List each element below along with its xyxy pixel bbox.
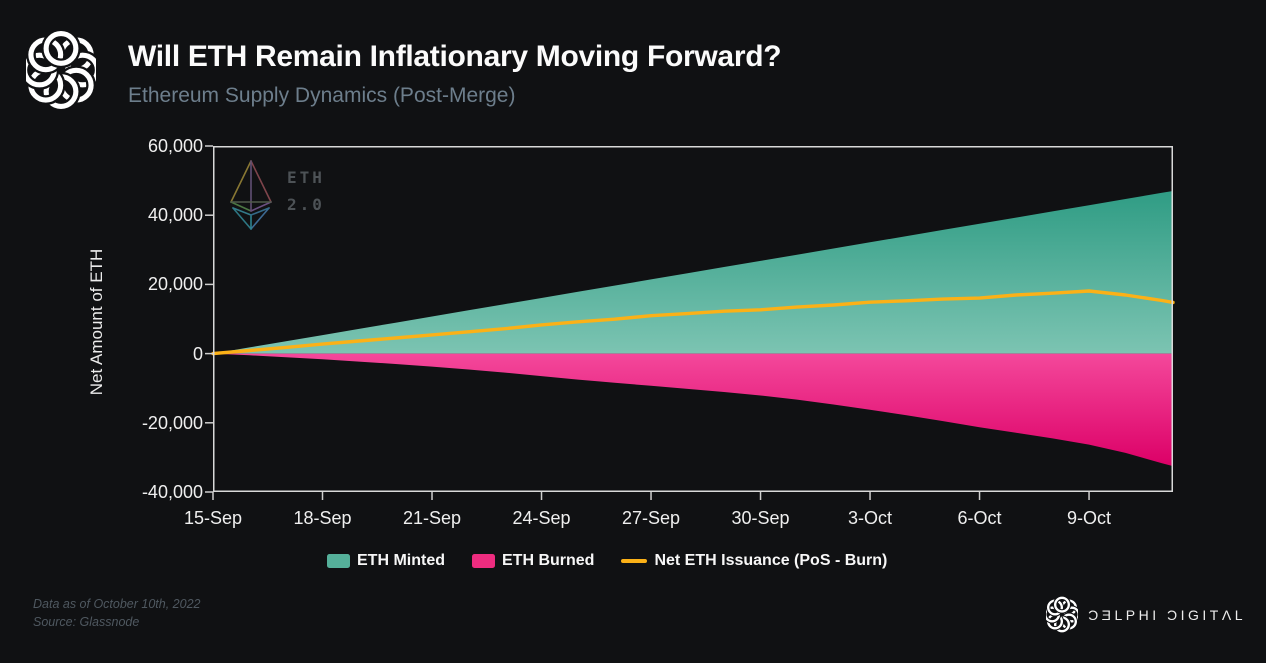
- y-tick-label: -40,000: [141, 482, 203, 502]
- legend-swatch-icon: [621, 558, 648, 564]
- eth2-diamond-icon: [230, 160, 272, 230]
- page-subtitle: Ethereum Supply Dynamics (Post-Merge): [128, 84, 516, 107]
- supply-dynamics-chart: [205, 145, 1175, 500]
- x-tick-label: 3-Oct: [848, 508, 893, 528]
- page-title: Will ETH Remain Inflationary Moving Forw…: [128, 40, 782, 73]
- delphi-digital-brand: ƆƎLPHI ƆIGITΛL: [1046, 596, 1246, 633]
- axis-ticks: [205, 145, 1090, 500]
- x-tick-label: 15-Sep: [183, 508, 243, 528]
- source-text: Source: Glassnode: [33, 615, 140, 629]
- y-tick-label: 60,000: [147, 136, 203, 156]
- eth-minted-area: [213, 191, 1173, 354]
- y-tick-label: -20,000: [141, 412, 203, 433]
- legend-label: Net ETH Issuance (PoS - Burn): [654, 552, 888, 569]
- eth2-watermark: ETH 2.0: [226, 158, 325, 232]
- data-as-of-text: Data as of October 10th, 2022: [33, 597, 201, 611]
- footer-note: Data as of October 10th, 2022 Source: Gl…: [33, 595, 200, 631]
- legend-swatch-icon: [327, 554, 350, 568]
- x-tick-label: 24-Sep: [512, 508, 571, 528]
- legend-item: Net ETH Issuance (PoS - Burn): [621, 552, 887, 570]
- brand-wordmark: ƆƎLPHI ƆIGITΛL: [1088, 606, 1246, 623]
- x-tick-label: 27-Sep: [621, 508, 681, 528]
- eth2-watermark-text: ETH 2.0: [287, 168, 325, 214]
- y-tick-label: 20,000: [147, 274, 203, 295]
- legend-label: ETH Burned: [502, 552, 595, 569]
- y-tick-label: 0: [192, 343, 203, 364]
- x-tick-label: 21-Sep: [402, 508, 462, 528]
- delphi-knot-icon-small: [1046, 596, 1079, 633]
- x-tick-label: 30-Sep: [731, 508, 790, 528]
- legend-item: ETH Burned: [472, 552, 594, 570]
- x-tick-label: 18-Sep: [293, 508, 352, 528]
- y-tick-label: 40,000: [147, 205, 203, 226]
- y-axis-title: Net Amount of ETH: [87, 248, 106, 396]
- eth-burned-area: [213, 353, 1173, 467]
- net-issuance-line: [211, 289, 1175, 356]
- x-tick-label: 6-Oct: [957, 508, 1002, 528]
- plot-border: [213, 146, 1173, 492]
- legend-label: ETH Minted: [357, 552, 445, 569]
- x-tick-label: 9-Oct: [1067, 508, 1112, 528]
- delphi-knot-icon: [26, 30, 96, 110]
- chart-legend: ETH Minted ETH Burned Net ETH Issuance (Po…: [327, 552, 887, 570]
- legend-swatch-icon: [472, 554, 495, 568]
- legend-item: ETH Minted: [327, 552, 445, 570]
